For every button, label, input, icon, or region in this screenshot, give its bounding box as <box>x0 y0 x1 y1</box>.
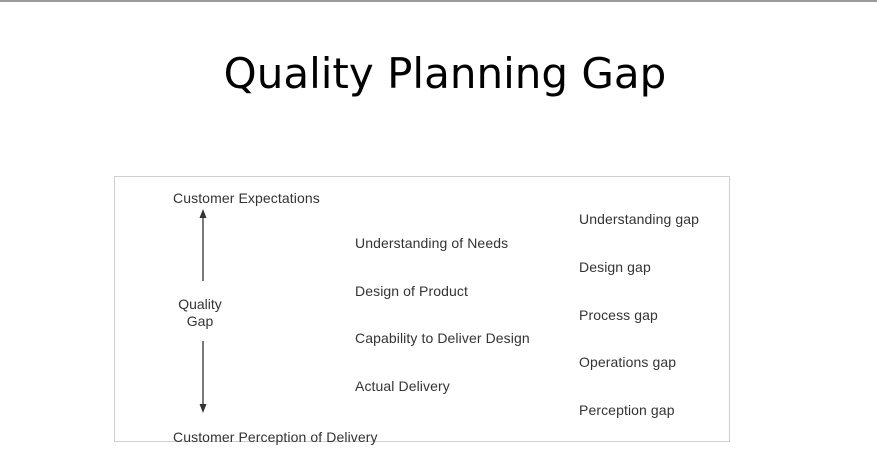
quality-gap-arrows <box>199 209 207 413</box>
gap-understanding: Understanding gap <box>579 211 700 227</box>
gap-perception: Perception gap <box>579 402 675 418</box>
quality-gap-diagram: Customer Expectations Quality Gap Custom… <box>114 176 730 445</box>
stage-actual-delivery: Actual Delivery <box>355 378 450 394</box>
quality-gap-label-line1: Quality <box>178 296 222 312</box>
gap-operations: Operations gap <box>579 354 677 370</box>
quality-gap-label-line2: Gap <box>186 313 214 329</box>
quality-gap-label: Quality Gap <box>171 296 229 330</box>
top-divider <box>0 0 877 2</box>
stage-understanding-of-needs: Understanding of Needs <box>355 235 509 251</box>
gap-design: Design gap <box>579 259 651 275</box>
stage-design-of-product: Design of Product <box>355 283 468 299</box>
down-arrow-head <box>199 404 207 413</box>
gap-process: Process gap <box>579 307 658 323</box>
up-arrow-head <box>199 209 207 218</box>
customer-perception-label: Customer Perception of Delivery <box>173 429 378 445</box>
stage-capability-to-deliver: Capability to Deliver Design <box>355 330 530 346</box>
customer-expectations-label: Customer Expectations <box>173 190 320 206</box>
slide-title: Quality Planning Gap <box>223 49 667 98</box>
